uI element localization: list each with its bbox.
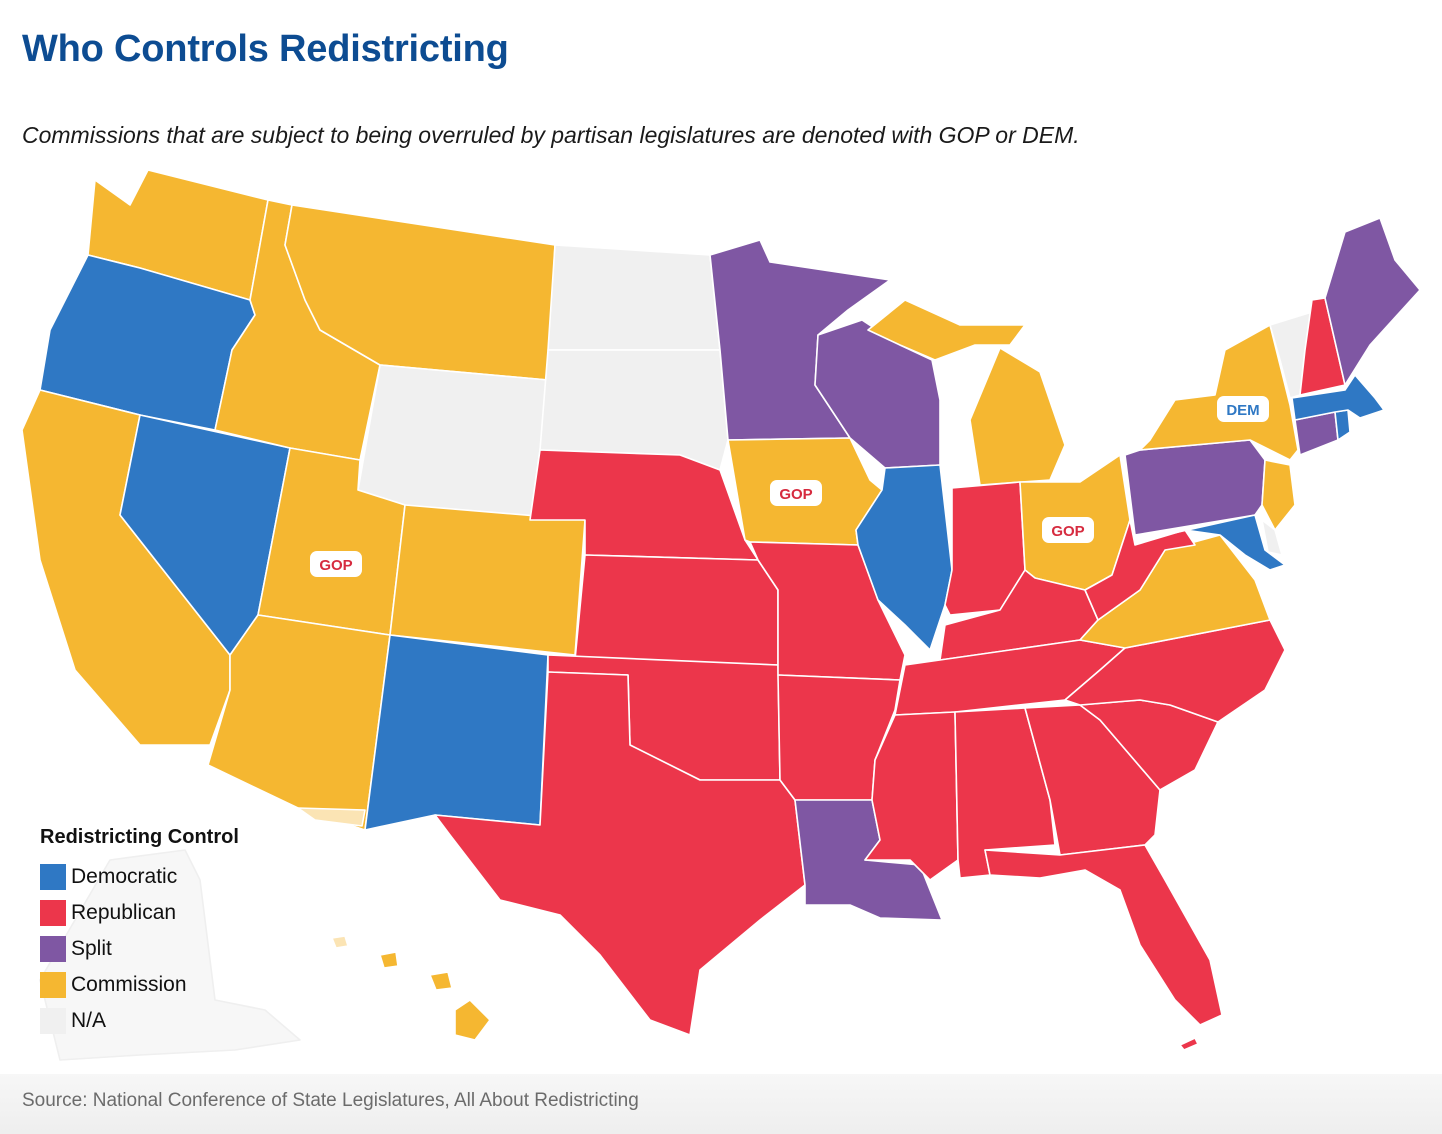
- state-az[interactable]: [207, 614, 391, 831]
- legend-label-split: Split: [71, 937, 112, 960]
- state-ny[interactable]: [1139, 324, 1299, 461]
- state-nm[interactable]: [364, 634, 549, 831]
- state-hi-big-island[interactable]: [454, 999, 491, 1041]
- legend-swatch-split: [40, 936, 66, 962]
- state-mi-upper[interactable]: [867, 299, 1026, 361]
- badge-ut: GOP: [310, 551, 362, 577]
- state-mn[interactable]: [709, 239, 891, 441]
- state-nd[interactable]: [547, 244, 721, 351]
- state-nc[interactable]: [1064, 619, 1286, 723]
- state-ri[interactable]: [1334, 409, 1351, 441]
- state-ks[interactable]: [574, 554, 779, 666]
- legend-item-na: N/A: [40, 1003, 239, 1039]
- legend-label-commission: Commission: [71, 973, 187, 996]
- legend-swatch-democratic: [40, 864, 66, 890]
- legend-swatch-commission: [40, 972, 66, 998]
- state-de[interactable]: [1261, 519, 1283, 556]
- badge-ia: GOP: [770, 480, 822, 506]
- legend-item-commission: Commission: [40, 967, 239, 1003]
- state-fl-keys: [1179, 1037, 1199, 1051]
- state-hi-kauai[interactable]: [331, 935, 349, 949]
- badge-ut-text: GOP: [319, 557, 352, 574]
- state-fl[interactable]: [984, 844, 1223, 1026]
- state-nh[interactable]: [1299, 297, 1346, 396]
- state-wy[interactable]: [357, 364, 549, 521]
- source-note: Source: National Conference of State Leg…: [22, 1090, 639, 1111]
- state-mi[interactable]: [969, 347, 1066, 486]
- page-title: Who Controls Redistricting: [22, 28, 509, 70]
- legend-label-republican: Republican: [71, 901, 177, 924]
- state-me[interactable]: [1324, 217, 1421, 386]
- state-tx[interactable]: [434, 671, 806, 1036]
- state-md[interactable]: [1164, 514, 1286, 571]
- state-wv[interactable]: [1084, 519, 1196, 621]
- legend-title: Redistricting Control: [40, 826, 239, 848]
- legend-swatch-republican: [40, 900, 66, 926]
- state-il[interactable]: [855, 464, 953, 651]
- state-co[interactable]: [389, 504, 586, 656]
- badge-ia-text: GOP: [779, 486, 812, 503]
- legend-item-split: Split: [40, 931, 239, 967]
- legend-label-democratic: Democratic: [71, 865, 178, 888]
- mexico-border-sliver: [297, 807, 366, 827]
- legend-swatch-na: [40, 1008, 66, 1034]
- map-subtitle: Commissions that are subject to being ov…: [22, 122, 1080, 148]
- state-ma[interactable]: [1291, 374, 1385, 421]
- state-ak-outline: [39, 849, 301, 1061]
- state-hi-maui[interactable]: [429, 971, 453, 991]
- badge-ny-text: DEM: [1226, 402, 1259, 419]
- legend: Redistricting Control Democratic Republi…: [40, 826, 239, 1039]
- state-nj[interactable]: [1261, 459, 1296, 531]
- footer: Source: National Conference of State Leg…: [0, 1074, 1442, 1134]
- legend-label-na: N/A: [71, 1009, 107, 1032]
- badge-ny: DEM: [1217, 396, 1269, 422]
- legend-item-democratic: Democratic: [40, 859, 239, 895]
- state-hi-oahu[interactable]: [379, 951, 399, 969]
- legend-item-republican: Republican: [40, 895, 239, 931]
- badge-oh-text: GOP: [1051, 523, 1084, 540]
- badge-oh: GOP: [1042, 517, 1094, 543]
